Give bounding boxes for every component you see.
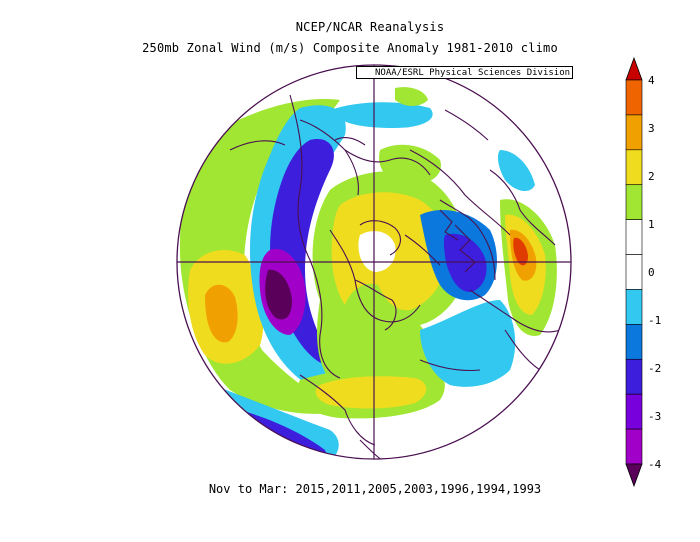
colorbar-box xyxy=(625,254,643,290)
colorbar-tick-label: 1 xyxy=(648,218,655,231)
colorbar-box xyxy=(625,149,643,186)
colorbar-tick-label: 4 xyxy=(648,74,655,87)
anomaly-region-darkpurple-core xyxy=(265,269,292,320)
colorbar-bottom-arrow xyxy=(625,463,643,488)
anomaly-region-yellow-south xyxy=(315,376,427,409)
colorbar-box xyxy=(625,114,643,151)
colorbar-box xyxy=(625,79,643,116)
colorbar-tick-label: -4 xyxy=(648,458,662,471)
colorbar-box xyxy=(625,184,643,220)
anomaly-region-orange-west xyxy=(205,284,238,343)
colorbar: 4 3 2 1 0 -1 -2 -3 -4 xyxy=(625,56,662,488)
colorbar-tick-label: 0 xyxy=(648,266,655,279)
anomaly-region-indigo-east xyxy=(443,233,487,292)
colorbar-tick-label: -1 xyxy=(648,314,661,327)
colorbar-tick-label: 2 xyxy=(648,170,655,183)
map-subtitle: 250mb Zonal Wind (m/s) Composite Anomaly… xyxy=(142,41,558,55)
colorbar-tick-label: 3 xyxy=(648,122,655,135)
map-boundary xyxy=(176,64,572,460)
date-range-footer: Nov to Mar: 2015,2011,2005,2003,1996,199… xyxy=(208,482,542,496)
anomaly-region-green-north xyxy=(379,144,441,185)
coastlines xyxy=(229,94,561,459)
anomaly-field xyxy=(177,65,571,459)
colorbar-box xyxy=(625,358,643,395)
colorbar-tick-label: -2 xyxy=(648,362,661,375)
colorbar-tick-label: -3 xyxy=(648,410,661,423)
map-title: NCEP/NCAR Reanalysis xyxy=(295,20,445,34)
colorbar-box xyxy=(625,219,643,255)
anomaly-region-green-top xyxy=(395,87,428,106)
colorbar-box xyxy=(625,393,643,430)
colorbar-box xyxy=(625,324,643,360)
colorbar-box xyxy=(625,289,643,325)
anomaly-region-blue-northeast xyxy=(497,150,535,192)
credit-box: NOAA/ESRL Physical Sciences Division xyxy=(356,66,573,79)
colorbar-box xyxy=(625,428,643,465)
colorbar-top-arrow xyxy=(625,56,643,81)
anomaly-region-lightblue-north xyxy=(330,102,433,128)
anomaly-region-lightblue-east xyxy=(420,300,516,387)
anomaly-region-red-fareast xyxy=(513,237,528,266)
